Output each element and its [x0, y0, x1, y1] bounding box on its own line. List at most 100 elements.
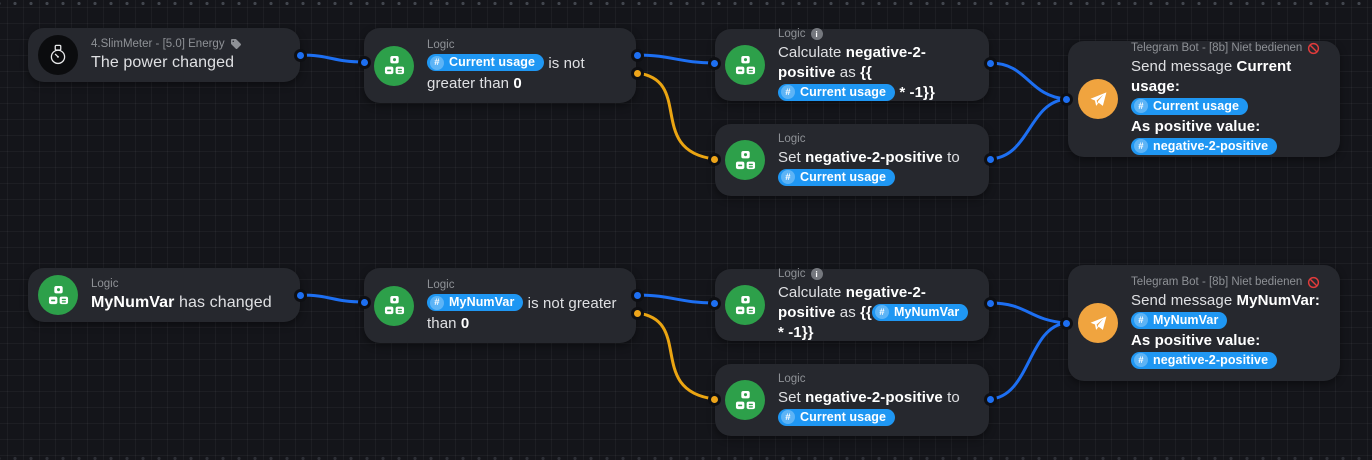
variable-chip[interactable]: # Current usage	[778, 408, 896, 426]
output-port-true[interactable]	[984, 153, 997, 166]
logic-icon	[38, 275, 78, 315]
output-port-false[interactable]	[631, 67, 644, 80]
flow-card-telegram-send-top[interactable]: Telegram Bot - [8b] Niet bedienen Send m…	[1068, 41, 1340, 157]
wire	[988, 61, 1068, 101]
hash-icon: #	[781, 85, 795, 100]
output-port-true[interactable]	[984, 57, 997, 70]
flow-card-condition-mynumvar[interactable]: Logic # MyNumVar is not greater than 0	[364, 268, 636, 343]
variable-chip-label: Current usage	[449, 55, 536, 70]
wire	[635, 311, 716, 401]
wire	[988, 321, 1068, 401]
variable-chip-label: MyNumVar	[893, 304, 960, 319]
variable-chip-label: negative-2-positive	[1153, 138, 1269, 153]
output-port-true[interactable]	[631, 289, 644, 302]
card-subtitle: Telegram Bot - [8b] Niet bedienen	[1131, 275, 1324, 289]
telegram-icon	[1078, 303, 1118, 343]
hash-icon: #	[430, 295, 444, 310]
hash-icon: #	[874, 305, 889, 320]
logic-icon	[725, 285, 765, 325]
card-subtitle-label: Logic	[778, 133, 806, 145]
logic-icon	[725, 140, 765, 180]
card-title: Calculate negative-2-positive as {{# MyNu…	[778, 283, 973, 343]
power-meter-icon	[38, 35, 78, 75]
card-subtitle: Logic	[778, 372, 973, 386]
card-title: Send message Current usage: # Current usag…	[1131, 58, 1292, 155]
wire	[988, 97, 1068, 161]
card-subtitle: Logic	[91, 277, 284, 291]
hash-icon: #	[1134, 99, 1148, 114]
card-title: # Current usage is not greater than 0	[427, 54, 585, 92]
hash-icon: #	[1134, 313, 1148, 328]
card-title: Calculate negative-2-positive as {{# Curr…	[778, 44, 935, 101]
card-subtitle: Logic	[427, 38, 620, 52]
card-subtitle: Logic i	[778, 27, 973, 41]
input-port[interactable]	[1060, 317, 1073, 330]
card-title: Set negative-2-positive to # Current usag…	[778, 389, 960, 426]
ban-icon	[1307, 276, 1320, 289]
flow-card-calculate-current-usage[interactable]: Logic i Calculate negative-2-positive as…	[715, 27, 989, 101]
output-port-false[interactable]	[631, 307, 644, 320]
card-subtitle-label: 4.SlimMeter - [5.0] Energy	[91, 38, 225, 50]
info-icon[interactable]: i	[810, 28, 823, 40]
variable-chip[interactable]: # Current usage	[778, 168, 896, 186]
flow-card-trigger-power-changed[interactable]: 4.SlimMeter - [5.0] Energy The power cha…	[28, 28, 300, 82]
flow-card-set-variable-top[interactable]: Logic Set negative-2-positive to # Curren…	[715, 124, 989, 196]
input-port[interactable]	[708, 297, 721, 310]
logic-icon	[725, 45, 765, 85]
card-subtitle-label: Telegram Bot - [8b] Niet bedienen	[1131, 42, 1303, 54]
card-subtitle-label: Logic	[427, 278, 455, 291]
logic-icon	[725, 380, 765, 420]
flow-card-calculate-mynumvar[interactable]: Logic i Calculate negative-2-positive as…	[715, 268, 989, 343]
variable-chip-label: MyNumVar	[449, 295, 515, 310]
output-port-true[interactable]	[631, 49, 644, 62]
card-subtitle: Logic	[778, 132, 973, 146]
input-port[interactable]	[358, 56, 371, 69]
input-port[interactable]	[708, 153, 721, 166]
flow-card-trigger-mynumvar-changed[interactable]: Logic MyNumVar has changed	[28, 268, 300, 322]
wire	[298, 293, 366, 304]
logic-icon	[374, 45, 414, 86]
flow-card-set-variable-bottom[interactable]: Logic Set negative-2-positive to # Curren…	[715, 364, 989, 436]
card-title: The power changed	[91, 54, 235, 71]
variable-chip[interactable]: # MyNumVar	[1131, 311, 1228, 329]
variable-chip-label: MyNumVar	[1153, 312, 1219, 327]
card-subtitle: Telegram Bot - [8b] Niet bedienen	[1131, 41, 1324, 55]
output-port-true[interactable]	[984, 393, 997, 406]
output-port-true[interactable]	[294, 289, 307, 302]
telegram-icon	[1078, 79, 1118, 119]
hash-icon: #	[1134, 139, 1148, 154]
wire	[298, 53, 366, 64]
flow-card-telegram-send-bottom[interactable]: Telegram Bot - [8b] Niet bedienen Send m…	[1068, 265, 1340, 381]
tag-icon	[230, 38, 242, 50]
input-port[interactable]	[358, 296, 371, 309]
variable-chip[interactable]: # negative-2-positive	[1131, 137, 1278, 155]
input-port[interactable]	[708, 57, 721, 70]
wire	[635, 71, 716, 161]
card-subtitle: Logic	[427, 278, 620, 292]
output-port-true[interactable]	[984, 297, 997, 310]
card-title: MyNumVar has changed	[91, 294, 272, 311]
hash-icon: #	[430, 55, 444, 70]
variable-chip[interactable]: # Current usage	[778, 83, 896, 101]
card-subtitle-label: Logic	[91, 278, 119, 290]
card-subtitle-label: Logic	[778, 268, 806, 280]
logic-icon	[374, 285, 414, 326]
ban-icon	[1307, 42, 1320, 55]
variable-chip[interactable]: # MyNumVar	[427, 294, 524, 312]
hash-icon: #	[781, 170, 795, 185]
variable-chip[interactable]: # Current usage	[1131, 97, 1249, 115]
input-port[interactable]	[708, 393, 721, 406]
output-port-true[interactable]	[294, 49, 307, 62]
variable-chip[interactable]: # MyNumVar	[871, 303, 969, 321]
card-subtitle: 4.SlimMeter - [5.0] Energy	[91, 37, 284, 51]
flow-card-condition-current-usage[interactable]: Logic # Current usage is not greater than…	[364, 28, 636, 103]
info-icon[interactable]: i	[810, 268, 823, 280]
hash-icon: #	[781, 410, 795, 425]
variable-chip-label: negative-2-positive	[1153, 352, 1269, 367]
input-port[interactable]	[1060, 93, 1073, 106]
variable-chip[interactable]: # Current usage	[427, 54, 545, 72]
variable-chip-label: Current usage	[800, 84, 887, 99]
variable-chip[interactable]: # negative-2-positive	[1131, 351, 1278, 369]
